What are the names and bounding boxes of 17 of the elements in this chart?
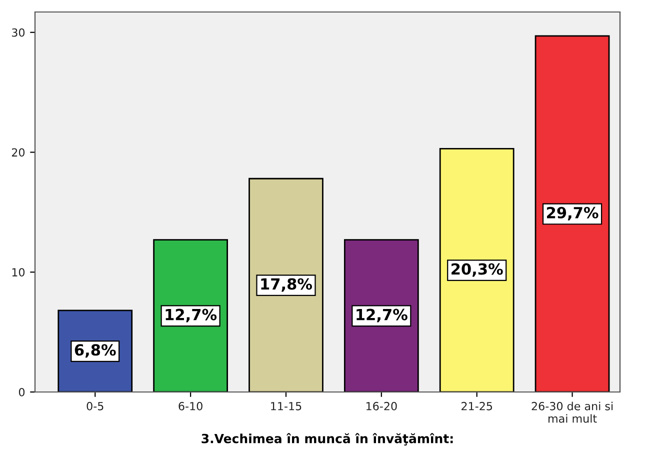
data-label: 12,7% bbox=[166, 308, 217, 322]
x-tick-label: 11-15 bbox=[271, 402, 302, 410]
y-tick-label: 10 bbox=[12, 268, 25, 277]
data-label: 29,7% bbox=[546, 206, 598, 220]
data-label: 20,3% bbox=[452, 263, 503, 277]
x-tick-label: 0-5 bbox=[86, 402, 104, 410]
y-tick-label: 30 bbox=[12, 28, 25, 37]
x-tick-label: 26-30 de ani si mai mult bbox=[532, 402, 613, 423]
x-tick-label: 16-20 bbox=[366, 402, 397, 410]
data-label: 6,8% bbox=[74, 344, 116, 358]
y-tick-label: 0 bbox=[18, 388, 25, 396]
x-tick-label: 21-25 bbox=[462, 402, 492, 410]
x-axis-title: 3.Vechimea în muncă în învăţămînt: bbox=[202, 433, 453, 446]
data-label: 12,7% bbox=[356, 308, 408, 322]
data-label: 17,8% bbox=[261, 278, 312, 292]
x-tick-label: 6-10 bbox=[178, 402, 202, 410]
y-tick-label: 20 bbox=[12, 148, 25, 157]
